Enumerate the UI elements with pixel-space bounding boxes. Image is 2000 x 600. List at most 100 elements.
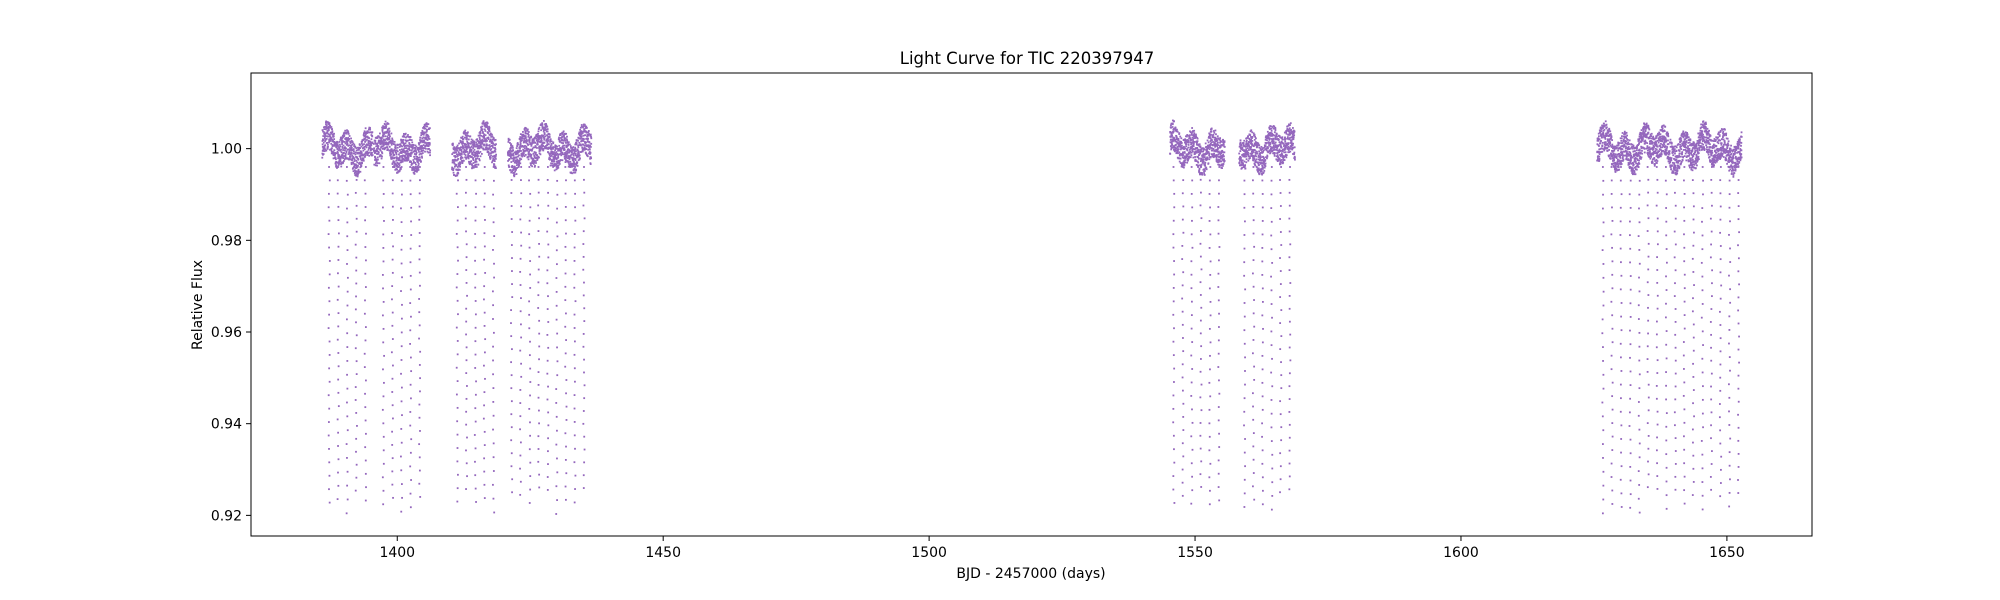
data-point (375, 160, 378, 162)
data-point (476, 147, 479, 150)
data-point (1624, 133, 1627, 135)
data-point (459, 139, 462, 142)
data-point (1679, 159, 1681, 162)
data-point (388, 138, 391, 140)
data-point (1625, 152, 1628, 155)
data-point (585, 125, 588, 128)
data-point (1253, 142, 1256, 145)
data-point (410, 149, 413, 152)
data-point (413, 147, 416, 149)
data-point (509, 169, 512, 171)
data-point (1677, 143, 1680, 145)
data-point (1262, 159, 1265, 162)
data-point (371, 148, 374, 151)
data-point (1613, 147, 1616, 150)
data-point (1243, 139, 1246, 142)
data-point (338, 162, 341, 165)
data-point (1260, 145, 1263, 148)
data-point (573, 162, 576, 165)
data-point (1276, 154, 1279, 157)
data-point (1213, 130, 1215, 132)
data-point (471, 141, 474, 144)
data-point (489, 145, 492, 148)
data-point (537, 130, 540, 133)
data-point (345, 147, 347, 150)
data-point (423, 127, 426, 130)
data-point (1269, 143, 1272, 146)
data-point (1667, 160, 1670, 163)
data-point (1678, 154, 1680, 157)
data-point (1688, 151, 1691, 154)
data-point (396, 146, 399, 149)
data-point (529, 162, 532, 165)
data-point (422, 136, 425, 139)
data-point (348, 157, 351, 160)
data-point (1268, 137, 1271, 140)
data-point (523, 155, 526, 158)
data-point (1260, 149, 1262, 152)
data-point (1614, 167, 1616, 170)
data-point (407, 144, 409, 147)
data-point (1267, 134, 1270, 137)
chart-title: Light Curve for TIC 220397947 (900, 49, 1154, 68)
data-point (464, 154, 467, 156)
data-point (1190, 133, 1193, 136)
data-point (1180, 163, 1183, 166)
data-point (417, 147, 419, 149)
data-point (538, 138, 540, 141)
data-point (1247, 155, 1250, 158)
data-point (1223, 158, 1225, 161)
data-point (1651, 152, 1654, 154)
data-point (1217, 150, 1220, 153)
data-point (462, 142, 465, 145)
data-point (512, 160, 515, 162)
data-point (1240, 158, 1242, 161)
data-point (403, 132, 405, 135)
data-point (407, 139, 410, 142)
data-point (427, 135, 430, 138)
data-point (1646, 145, 1649, 148)
data-point (1278, 158, 1281, 161)
data-point (1682, 136, 1685, 139)
data-point (423, 141, 426, 144)
data-point (324, 132, 327, 135)
data-point (1279, 142, 1282, 144)
data-point (555, 147, 558, 150)
data-point (1641, 149, 1643, 152)
data-point (1642, 131, 1645, 133)
data-point (340, 138, 343, 141)
data-point (1286, 144, 1288, 146)
data-point (1277, 156, 1279, 159)
data-point (475, 157, 477, 160)
data-point (480, 152, 483, 155)
data-point (1671, 164, 1673, 167)
data-point (584, 127, 587, 129)
data-point (508, 165, 511, 168)
data-point (522, 151, 525, 153)
data-point (1651, 160, 1654, 163)
data-point (453, 162, 456, 165)
data-point (1221, 144, 1224, 147)
data-point (525, 138, 528, 141)
data-point (1662, 149, 1664, 152)
data-point (1659, 145, 1662, 147)
data-point (516, 150, 519, 153)
data-point (413, 155, 415, 158)
data-point (453, 161, 455, 164)
data-point (579, 151, 582, 153)
data-point (385, 137, 388, 140)
data-point (1607, 130, 1610, 133)
data-point (464, 134, 467, 136)
data-point (511, 165, 514, 167)
data-point (459, 161, 462, 164)
data-point (405, 158, 408, 160)
data-point (364, 152, 367, 155)
data-point (428, 138, 431, 140)
data-point (464, 131, 466, 134)
data-point (1638, 133, 1641, 136)
data-point (1263, 146, 1266, 149)
data-point (1263, 157, 1265, 160)
data-point (1198, 150, 1201, 153)
data-point (1675, 169, 1677, 172)
data-point (353, 150, 355, 153)
